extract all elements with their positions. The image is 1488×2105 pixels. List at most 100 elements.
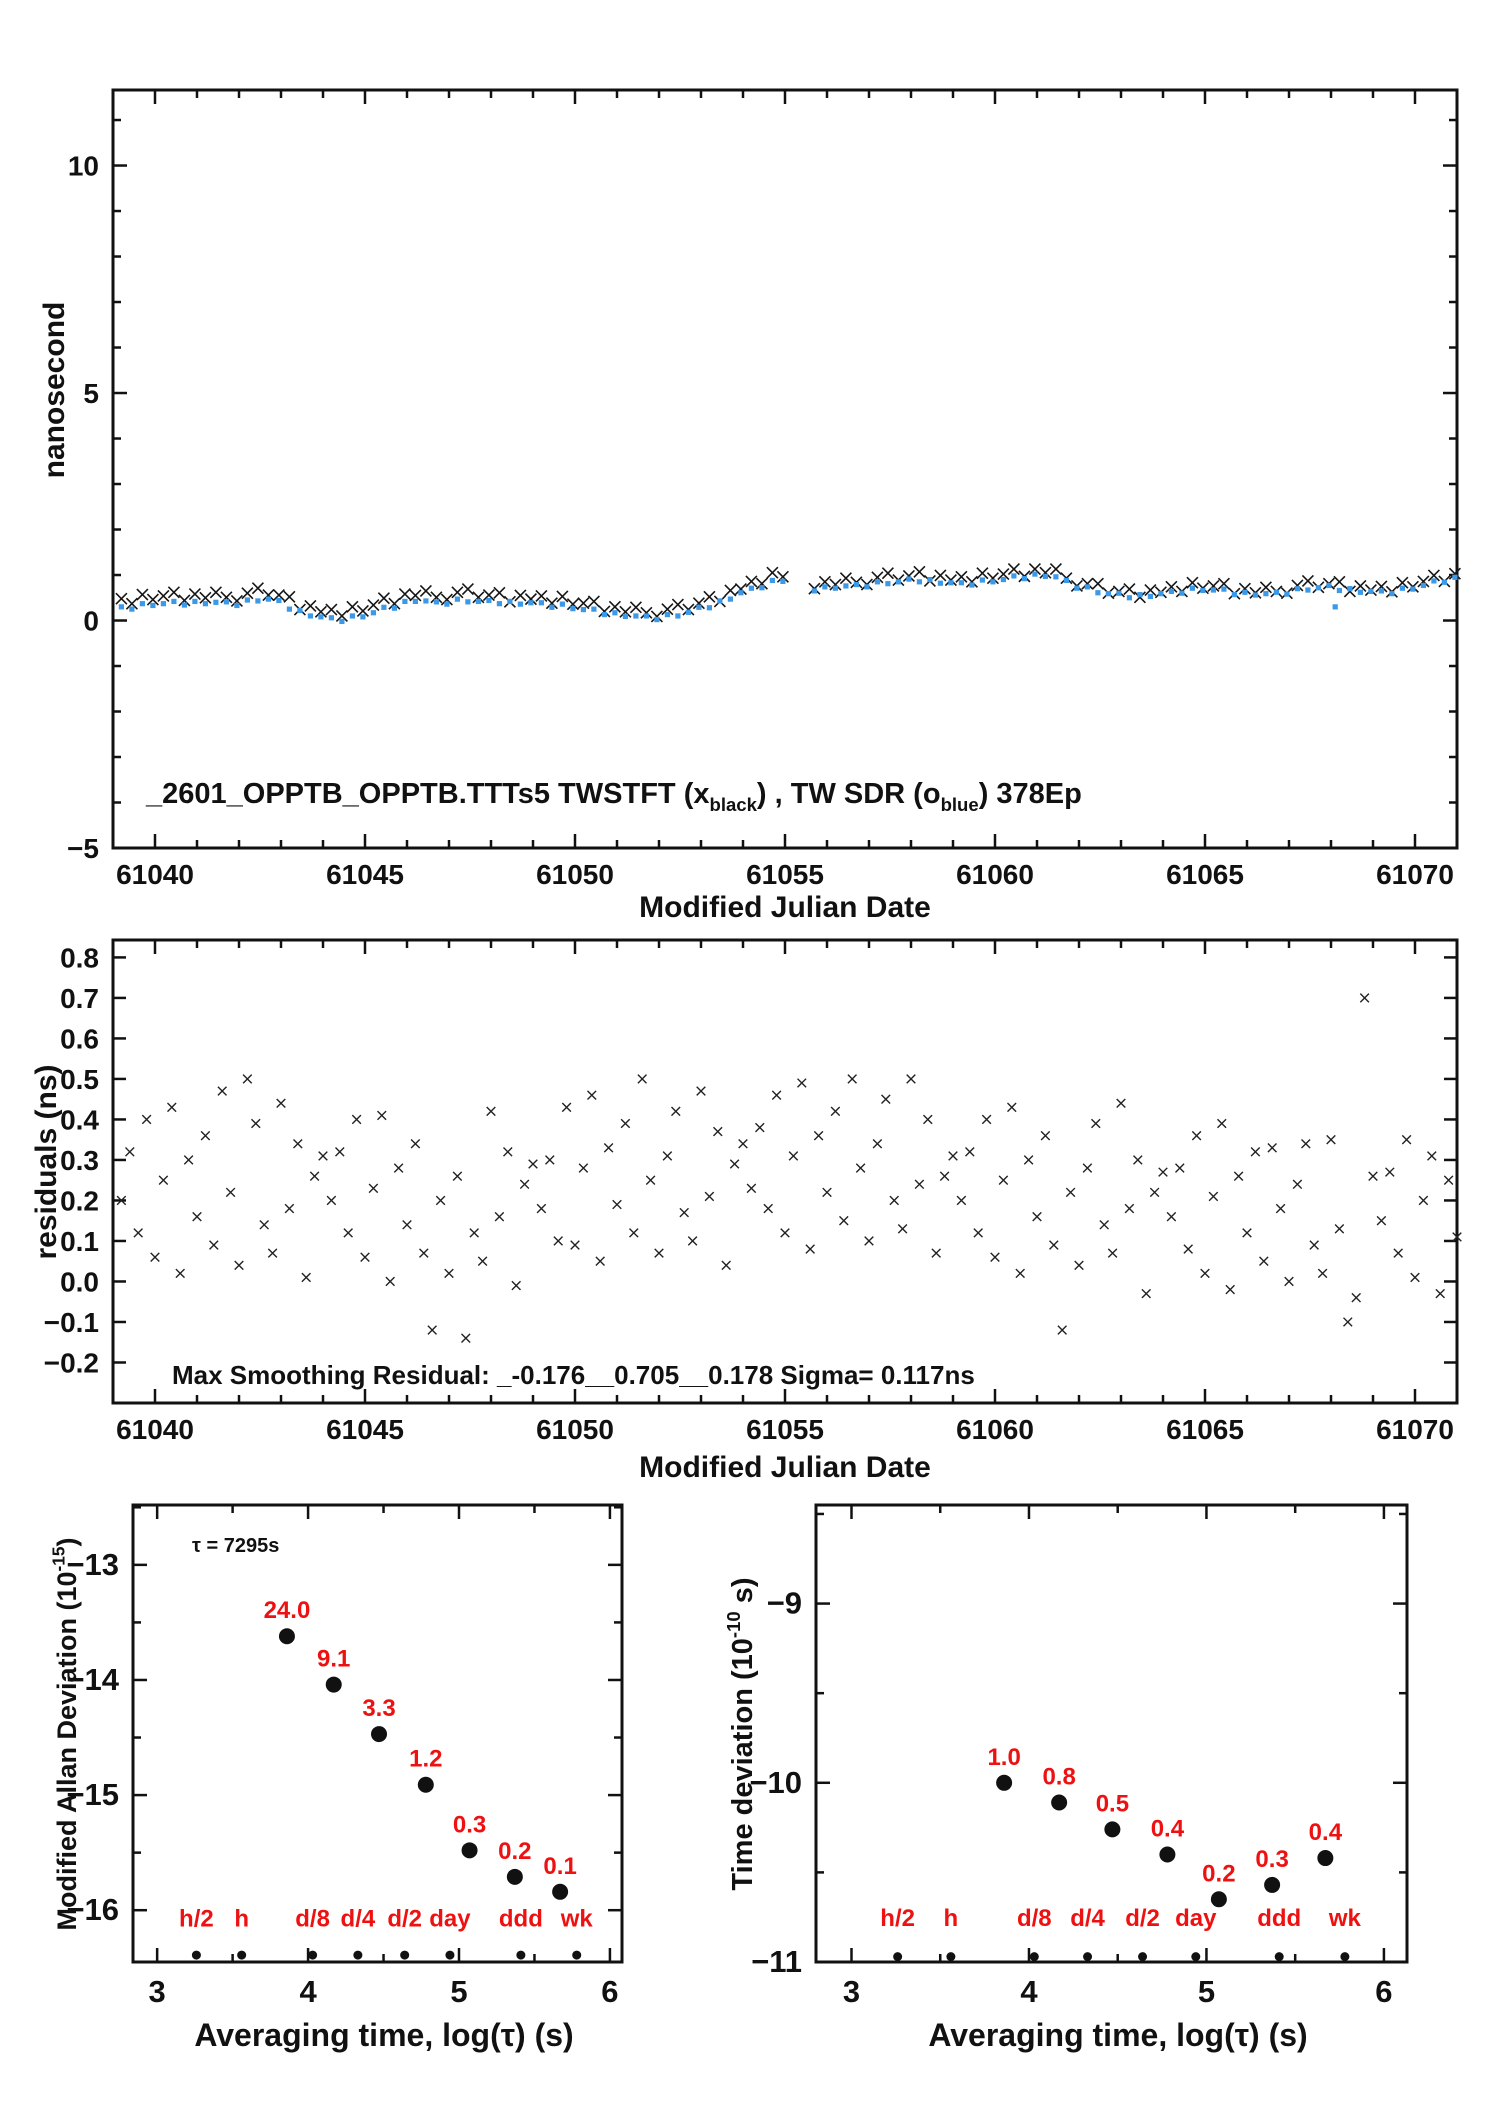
x-marker <box>1401 1134 1412 1145</box>
square-marker <box>843 583 849 589</box>
x-axis-title: Averaging time, log(τ) (s) <box>928 2017 1307 2053</box>
y-tick-label: −13 <box>66 1547 119 1582</box>
square-marker <box>1168 588 1174 594</box>
series-mdev-points: 24.09.1 3.3 1.2 0.3 0.2 0.1 <box>264 1597 577 1900</box>
plot-box <box>131 1503 624 1964</box>
x-marker <box>1443 1175 1454 1186</box>
square-marker <box>948 580 954 586</box>
x-marker <box>839 572 852 585</box>
x-marker <box>570 1240 580 1250</box>
x-marker <box>1393 1248 1403 1258</box>
x-marker <box>393 1163 404 1173</box>
x-marker <box>1217 1118 1227 1129</box>
x-marker <box>1333 575 1346 588</box>
x-tick-label: 5 <box>450 1974 467 2009</box>
series-tau-reference-dots <box>893 1952 1350 1962</box>
x-marker <box>283 590 296 603</box>
dot-marker <box>1274 1952 1284 1962</box>
square-marker <box>1378 588 1384 594</box>
square-marker <box>1042 573 1048 579</box>
x-marker <box>1452 1232 1462 1242</box>
dot-marker <box>1159 1846 1176 1863</box>
x-marker <box>948 1151 958 1161</box>
y-tick-label: −15 <box>66 1777 119 1812</box>
dot-marker <box>1051 1794 1068 1811</box>
tau-label-d4: d/4 <box>341 1905 376 1932</box>
dot-marker <box>946 1952 956 1962</box>
x-marker <box>934 569 947 582</box>
x-marker <box>220 591 233 604</box>
x-marker <box>864 1236 874 1246</box>
square-marker <box>297 607 303 614</box>
x-tick-label: 61070 <box>1376 859 1454 890</box>
x-marker <box>192 1211 202 1222</box>
plot-box <box>111 938 1459 1405</box>
x-marker <box>1427 1151 1437 1161</box>
x-tick-label: 61045 <box>326 1414 404 1445</box>
x-marker <box>167 1102 177 1113</box>
square-marker <box>1284 591 1290 597</box>
x-marker <box>1284 1276 1294 1287</box>
x-marker <box>360 1252 370 1262</box>
y-tick-label: 0.6 <box>60 1023 99 1054</box>
x-marker <box>1028 563 1041 576</box>
square-marker <box>1084 584 1090 590</box>
square-marker <box>1126 595 1132 601</box>
square-marker <box>853 581 859 588</box>
x-marker <box>1217 577 1230 590</box>
x-marker <box>587 595 600 608</box>
plot-box <box>814 1503 1409 1964</box>
x-marker <box>524 593 537 606</box>
x-marker <box>1057 1325 1067 1335</box>
x-marker <box>157 589 170 603</box>
x-marker <box>234 1260 244 1271</box>
square-marker <box>769 577 775 584</box>
x-marker <box>251 582 264 595</box>
x-marker <box>410 1138 421 1149</box>
x-marker <box>1141 1288 1151 1299</box>
x-marker <box>1242 1228 1252 1238</box>
square-marker <box>1116 590 1122 596</box>
x-marker <box>1186 576 1199 589</box>
x-marker <box>766 566 779 579</box>
x-marker <box>640 606 653 619</box>
modified-allan-deviation-chart: 3 4 5 6 −13 −14 −15 −16 24.09.1 3.3 1.2 0.3 0.2 0.1 τ … <box>49 1503 624 2053</box>
x-marker <box>1166 1211 1177 1222</box>
dot-marker <box>278 1628 295 1645</box>
point-value-label: 0.5 <box>1096 1790 1129 1817</box>
x-marker <box>1301 1138 1311 1149</box>
x-marker <box>1343 1317 1353 1327</box>
square-marker <box>181 602 187 608</box>
square-marker <box>391 605 397 611</box>
tau-label-ddd: ddd <box>1257 1905 1301 1932</box>
square-marker <box>1147 593 1153 599</box>
x-tick-label: 61040 <box>116 1414 194 1445</box>
x-marker <box>183 1155 194 1165</box>
x-marker <box>528 1159 538 1169</box>
point-value-label: 0.2 <box>498 1838 531 1865</box>
x-marker <box>1065 1187 1076 1198</box>
square-marker <box>1063 577 1069 584</box>
x-marker <box>1368 1171 1378 1181</box>
x-marker <box>1007 1102 1017 1113</box>
x-marker <box>493 586 506 599</box>
square-marker <box>738 590 744 596</box>
x-marker <box>167 586 180 599</box>
x-marker <box>272 588 285 602</box>
x-marker <box>637 1074 647 1084</box>
x-marker <box>158 1175 169 1186</box>
x-marker <box>1099 1219 1109 1230</box>
x-marker <box>650 610 663 623</box>
x-marker <box>1107 1248 1118 1258</box>
x-marker <box>309 1171 320 1181</box>
dot-marker <box>191 1950 201 1960</box>
x-marker <box>1158 1167 1168 1177</box>
x-marker <box>578 1163 589 1173</box>
x-marker <box>561 1102 572 1113</box>
x-marker <box>805 1244 815 1254</box>
y-axis-title: residuals (ns) <box>30 1064 63 1259</box>
dot-marker <box>1029 1952 1039 1962</box>
dot-marker <box>1083 1952 1093 1962</box>
x-marker <box>545 597 558 610</box>
square-marker <box>927 576 933 583</box>
